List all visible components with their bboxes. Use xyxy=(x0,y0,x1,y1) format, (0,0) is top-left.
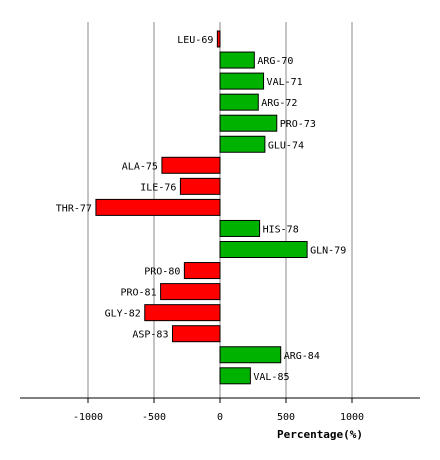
bar-ASP-83 xyxy=(171,325,221,343)
bar-label-PRO-81: PRO-81 xyxy=(120,288,156,299)
bar-label-ARG-84: ARG-84 xyxy=(284,351,320,362)
bar-labels: LEU-69 ARG-70 VAL-71 ARG-72 PRO-73 GLU-74 ALA-… xyxy=(56,35,346,383)
bar-label-ILE-76: ILE-76 xyxy=(140,182,176,193)
bar-ALA-75 xyxy=(161,156,221,174)
bar-VAL-85 xyxy=(219,367,251,385)
bar-label-ASP-83: ASP-83 xyxy=(132,330,168,341)
bar-label-THR-77: THR-77 xyxy=(56,203,92,214)
bar-ARG-84 xyxy=(219,346,282,364)
bar-label-PRO-80: PRO-80 xyxy=(144,267,180,278)
bar-LEU-69 xyxy=(216,30,221,48)
x-tick-label-0: 0 xyxy=(217,412,223,423)
bar-label-PRO-73: PRO-73 xyxy=(280,119,316,130)
x-tick-label--1000: -1000 xyxy=(73,412,103,423)
bar-label-HIS-78: HIS-78 xyxy=(263,224,299,235)
bar-label-GLY-82: GLY-82 xyxy=(105,309,141,320)
x-tick-label--500: -500 xyxy=(142,412,166,423)
bar-VAL-71 xyxy=(219,72,265,90)
bar-THR-77 xyxy=(95,198,221,216)
bar-ARG-70 xyxy=(219,51,255,69)
bar-ARG-72 xyxy=(219,93,259,111)
bar-GLN-79 xyxy=(219,241,308,258)
bar-label-ALA-75: ALA-75 xyxy=(122,161,158,172)
x-tick-label-500: 500 xyxy=(277,412,295,423)
bar-label-LEU-69: LEU-69 xyxy=(177,35,213,46)
bar-GLY-82 xyxy=(144,304,221,322)
bar-PRO-73 xyxy=(219,114,278,132)
bar-label-ARG-72: ARG-72 xyxy=(261,98,297,109)
bar-HIS-78 xyxy=(219,219,261,237)
bar-label-GLU-74: GLU-74 xyxy=(268,140,304,151)
bar-label-GLN-79: GLN-79 xyxy=(310,246,346,257)
bar-label-VAL-85: VAL-85 xyxy=(253,372,289,383)
x-tick-label-1000: 1000 xyxy=(340,412,364,423)
bar-PRO-81 xyxy=(160,283,221,301)
bar-PRO-80 xyxy=(183,262,221,280)
bar-GLU-74 xyxy=(219,135,266,153)
bars xyxy=(95,30,308,385)
x-ticks: -1000 -500 0 500 1000 xyxy=(73,398,364,423)
x-axis-label: Percentage(%) xyxy=(277,428,363,441)
bar-label-ARG-70: ARG-70 xyxy=(257,56,293,67)
bar-ILE-76 xyxy=(179,177,221,195)
bar-label-VAL-71: VAL-71 xyxy=(267,77,303,88)
